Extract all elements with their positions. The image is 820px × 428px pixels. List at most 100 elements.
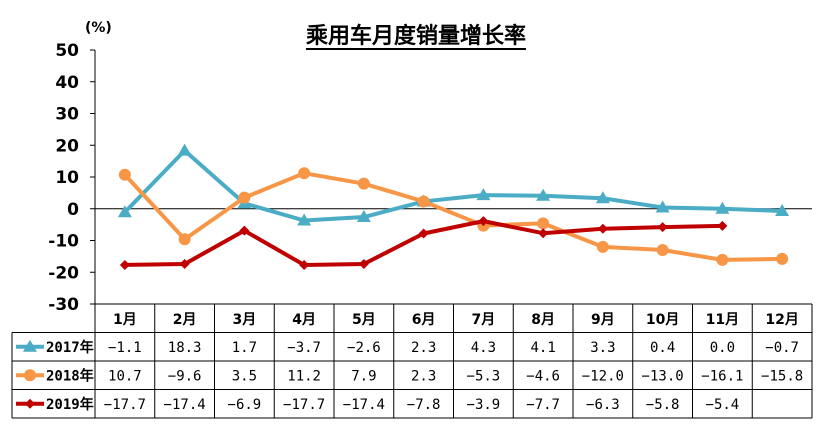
table-cell-value: 18.3: [168, 340, 202, 356]
chart-title: 乘用车月度销量增长率: [305, 24, 526, 49]
table-cell-value: 11.2: [287, 368, 321, 384]
x-tick-label: 5月: [352, 312, 376, 328]
data-point-circle: [298, 167, 311, 180]
table-cell-value: −5.8: [646, 397, 680, 413]
data-point-triangle: [356, 210, 371, 223]
table-cell-value: −13.0: [642, 368, 684, 384]
data-point-circle: [656, 244, 669, 257]
table-cell-value: −7.8: [407, 397, 441, 413]
data-point-diamond: [538, 228, 549, 239]
x-tick-label: 12月: [765, 312, 798, 328]
data-point-circle: [357, 177, 370, 190]
series-line: [124, 219, 723, 267]
data-point-circle: [596, 240, 609, 253]
data-point-diamond: [239, 225, 250, 236]
table-cell-value: −6.9: [228, 397, 262, 413]
data-point-circle: [537, 217, 550, 230]
table-cell-value: −7.7: [526, 397, 560, 413]
table-cell-value: −3.7: [287, 340, 321, 356]
data-point-circle: [178, 233, 191, 246]
table-cell-value: 10.7: [108, 368, 142, 384]
x-tick-label: 4月: [292, 312, 316, 328]
data-point-diamond: [657, 222, 668, 233]
data-point-diamond: [597, 223, 608, 234]
data-point-triangle: [595, 191, 610, 204]
x-tick-label: 8月: [531, 312, 555, 328]
data-point-diamond: [478, 216, 489, 227]
y-unit-label: (%): [85, 20, 112, 36]
legend-key-diamond: [25, 398, 35, 409]
data-point-triangle: [117, 205, 132, 218]
table-cell-value: −9.6: [168, 368, 202, 384]
data-point-triangle: [297, 213, 312, 226]
table-cell-value: −12.0: [582, 368, 624, 384]
data-point-triangle: [177, 143, 192, 156]
legend-key-triangle: [23, 339, 37, 352]
x-tick-label: 11月: [706, 312, 739, 328]
y-tick-label: -20: [48, 263, 79, 283]
table-cell-value: 2.3: [411, 340, 436, 356]
x-tick-label: 3月: [233, 312, 257, 328]
y-tick-label: 20: [55, 136, 79, 156]
data-point-diamond: [717, 220, 728, 231]
data-point-diamond: [358, 258, 369, 269]
table-cell-value: −17.4: [343, 397, 385, 413]
table-cell-value: −2.6: [347, 340, 381, 356]
y-tick-label: -30: [48, 295, 79, 315]
y-tick-label: 10: [55, 168, 79, 188]
table-cell-value: −17.7: [283, 397, 325, 413]
y-tick-label: 40: [55, 73, 79, 93]
table-cell-value: 2.3: [411, 368, 436, 384]
legend-key-circle: [24, 369, 36, 382]
series-name-label: 2019年: [46, 396, 94, 413]
x-tick-label: 9月: [591, 312, 615, 328]
table-cell-value: −1.1: [108, 340, 142, 356]
table-cell-value: −16.1: [701, 368, 743, 384]
x-tick-label: 10月: [646, 312, 679, 328]
table-cell-value: 1.7: [232, 340, 257, 356]
data-point-circle: [716, 253, 729, 266]
table-cell-value: 4.3: [471, 340, 496, 356]
data-point-triangle: [476, 188, 491, 201]
x-tick-label: 7月: [472, 312, 496, 328]
table-cell-value: 3.3: [590, 340, 615, 356]
data-point-diamond: [179, 258, 190, 269]
series-line: [123, 171, 783, 262]
y-tick-label: -10: [48, 232, 79, 252]
data-point-triangle: [715, 201, 730, 214]
table-cell-value: −17.7: [104, 397, 146, 413]
x-tick-label: 6月: [412, 312, 436, 328]
data-point-diamond: [418, 228, 429, 239]
data-point-circle: [776, 252, 789, 265]
data-point-triangle: [655, 200, 670, 213]
table-cell-value: −17.4: [164, 397, 206, 413]
table-cell-value: −15.8: [761, 368, 803, 384]
table-cell-value: −6.3: [586, 397, 620, 413]
table-cell-value: −5.4: [706, 397, 740, 413]
data-point-diamond: [119, 259, 130, 270]
data-point-circle: [238, 191, 251, 204]
series-name-label: 2018年: [46, 367, 94, 384]
table-cell-value: −0.7: [765, 340, 799, 356]
x-tick-label: 2月: [173, 312, 197, 328]
table-cell-value: 7.9: [351, 368, 376, 384]
data-point-circle: [118, 168, 131, 181]
data-point-circle: [417, 195, 430, 208]
series-name-label: 2017年: [46, 339, 94, 356]
y-tick-label: 0: [67, 200, 79, 220]
table-cell-value: −4.6: [526, 368, 560, 384]
table-cell-value: 0.0: [710, 340, 735, 356]
data-point-triangle: [775, 203, 790, 216]
data-point-diamond: [299, 259, 310, 270]
table-cell-value: 4.1: [530, 340, 555, 356]
series-line: [123, 148, 783, 223]
table-cell-value: −5.3: [467, 368, 501, 384]
y-tick-label: 50: [55, 41, 79, 61]
y-tick-label: 30: [55, 105, 79, 125]
x-tick-label: 1月: [113, 312, 137, 328]
table-cell-value: −3.9: [467, 397, 501, 413]
table-cell-value: 3.5: [232, 368, 257, 384]
data-point-triangle: [536, 188, 551, 201]
table-cell-value: 0.4: [650, 340, 675, 356]
